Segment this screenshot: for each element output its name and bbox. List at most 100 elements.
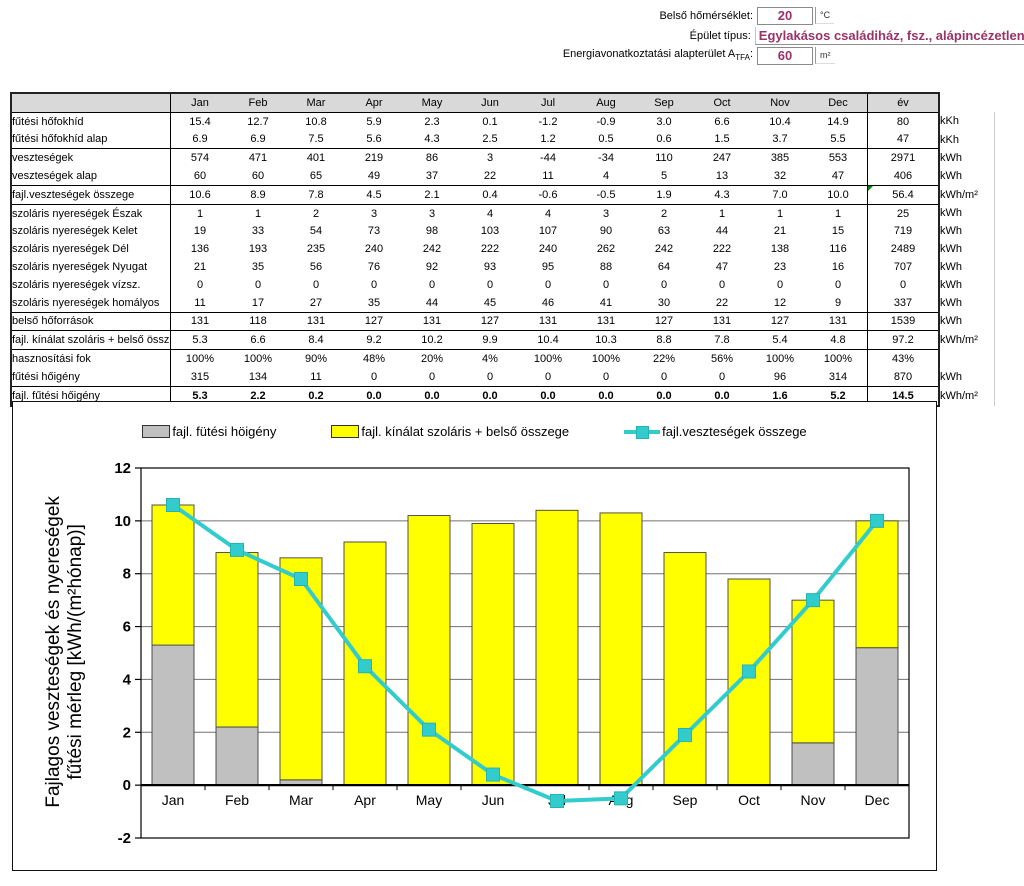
- bar-heating-demand: [791, 742, 835, 786]
- month-value: 0: [196, 278, 204, 291]
- temperature-label: Belső hőmérséklet:: [659, 9, 753, 22]
- month-value: 48%: [345, 349, 403, 368]
- row-label: szoláris nyereségek Nyugat: [10, 258, 171, 276]
- month-value: -34: [577, 148, 635, 168]
- legend-item-solar-internal: fajl. kínálat szoláris + belső összege: [331, 424, 569, 439]
- area-input[interactable]: 60: [757, 46, 813, 65]
- month-value: 138: [770, 243, 790, 256]
- row-label: szoláris nyereségek Dél: [10, 240, 171, 259]
- unit-label: kWh: [939, 258, 995, 276]
- month-header: Feb: [229, 91, 287, 113]
- x-category-label: Oct: [738, 792, 760, 808]
- month-value: 1: [229, 203, 287, 223]
- yellow-bar-swatch-icon: [331, 425, 360, 438]
- row-label-header: [10, 91, 171, 113]
- month-header: Jul: [519, 91, 577, 113]
- month-value: 131: [287, 311, 345, 331]
- month-value: 27: [309, 296, 323, 309]
- month-value: 10.2: [403, 330, 461, 350]
- month-value: 0: [660, 370, 668, 383]
- area-row: Energiavonatkoztatási alapterület ATFA: …: [0, 46, 1024, 65]
- input-form: Belső hőmérséklet: 20 °C Épület típus: E…: [0, 6, 1024, 66]
- year-value: 2971: [867, 148, 940, 168]
- month-header: Nov: [751, 91, 809, 113]
- unit-label: kWh/m²: [939, 386, 995, 406]
- month-value: 6.6: [714, 115, 730, 128]
- legend-item-heating-demand: fajl. fütési höigény: [142, 424, 276, 439]
- month-value: 33: [251, 225, 265, 238]
- year-value: 406: [867, 167, 940, 186]
- month-header: Oct: [693, 91, 751, 113]
- month-value: 5.5: [830, 133, 846, 146]
- month-value: 60: [251, 170, 265, 183]
- year-value: 0: [867, 275, 940, 294]
- bar-solar-internal: [279, 557, 323, 781]
- month-value: 8.9: [229, 184, 287, 205]
- bar-solar-internal: [727, 578, 771, 786]
- month-value: 86: [403, 148, 461, 168]
- month-value: 19: [193, 225, 207, 238]
- month-value: 2.3: [424, 115, 440, 128]
- y-axis-title-line2: fűtési mérleg [kWh/(m²hónap)]: [65, 524, 86, 780]
- y-tick-label: 2: [123, 724, 131, 741]
- month-value: 5.4: [751, 330, 809, 350]
- month-value: 242: [422, 243, 442, 256]
- month-value: 100%: [751, 349, 809, 368]
- area-label: Energiavonatkoztatási alapterület ATFA:: [0, 48, 757, 62]
- y-axis-title: Fajlagos veszteségek és nyereségek fűtés…: [43, 422, 87, 882]
- month-value: 4.3: [693, 184, 751, 205]
- month-value: 9.9: [461, 330, 519, 350]
- month-value: 54: [309, 225, 323, 238]
- month-value: 235: [306, 243, 326, 256]
- month-value: 21: [773, 225, 787, 238]
- line-marker: [742, 664, 756, 679]
- month-value: 131: [809, 311, 868, 331]
- month-value: 10.0: [809, 184, 868, 205]
- bar-solar-internal: [215, 552, 259, 728]
- year-value: 2489: [867, 240, 940, 259]
- month-value: 0: [776, 278, 784, 291]
- table-row: fajl. kínálat szoláris + belső össz 5.3 6.…: [10, 330, 995, 350]
- unit-label: kWh/m²: [939, 185, 995, 205]
- month-value: 56: [309, 261, 323, 274]
- y-tick-label: 10: [114, 513, 131, 530]
- year-value: 25: [867, 203, 940, 223]
- month-value: 4%: [461, 349, 519, 368]
- bar-solar-internal: [599, 512, 643, 786]
- temperature-input[interactable]: 20: [757, 6, 813, 25]
- month-value: 1.5: [714, 133, 730, 146]
- unit-label: kKh: [939, 112, 995, 131]
- month-header: Jan: [170, 91, 229, 113]
- x-category-label: Dec: [865, 792, 890, 808]
- bar-heating-demand: [855, 647, 899, 786]
- month-value: 76: [367, 261, 381, 274]
- month-value: 0.4: [461, 184, 519, 205]
- bar-solar-internal: [791, 599, 835, 744]
- bar-solar-internal: [535, 509, 579, 786]
- month-value: 193: [248, 243, 268, 256]
- month-value: 401: [287, 148, 345, 168]
- table-row: szoláris nyereségek Nyugat 21 35 56 76 92 93 95…: [10, 258, 995, 276]
- y-tick-label: 8: [123, 566, 131, 583]
- row-label: fajl.veszteségek összege: [10, 184, 171, 205]
- month-value: 3: [461, 148, 519, 168]
- y-tick-label: 6: [123, 619, 131, 636]
- month-value: 7.8: [287, 184, 345, 205]
- month-value: 7.8: [693, 330, 751, 350]
- month-value: 574: [170, 148, 229, 168]
- month-value: 30: [657, 296, 671, 309]
- month-value: 315: [190, 370, 210, 383]
- month-value: 1: [170, 203, 229, 223]
- energy-table-body: fűtési hőfokhíd 15.4 12.7 10.8 5.9 2.3 0.1 -1.2…: [10, 112, 995, 407]
- month-value: 11: [194, 296, 206, 309]
- month-value: 0: [370, 370, 378, 383]
- building-type-input[interactable]: Egylakásos családiház, fsz., alápincézet…: [754, 26, 1024, 45]
- month-value: 131: [577, 311, 635, 331]
- area-unit: m²: [815, 47, 835, 64]
- x-category-label: Jan: [162, 792, 185, 808]
- month-value: 0: [660, 278, 668, 291]
- month-value: 5.6: [366, 133, 382, 146]
- row-label: szoláris nyereségek vízsz.: [10, 275, 171, 294]
- building-type-row: Épület típus: Egylakásos családiház, fsz…: [0, 26, 1024, 45]
- month-value: 90%: [287, 349, 345, 368]
